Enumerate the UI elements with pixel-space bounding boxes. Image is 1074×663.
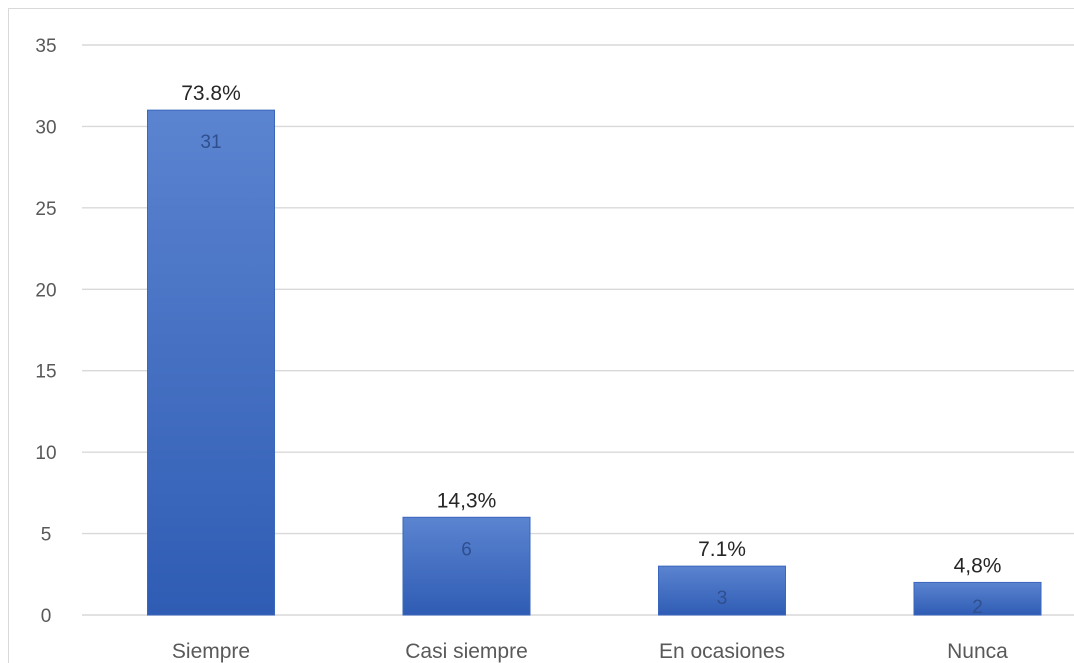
percent-label: 7.1%: [698, 538, 746, 561]
percent-label: 4,8%: [954, 554, 1002, 577]
y-tick-label: 25: [35, 199, 56, 220]
value-label: 3: [717, 588, 728, 609]
category-label: Siempre: [172, 640, 250, 663]
category-label: Nunca: [947, 640, 1008, 663]
bar: [658, 565, 786, 616]
y-tick-label: 30: [35, 117, 56, 138]
percent-label: 14,3%: [437, 489, 497, 512]
bar: [147, 109, 275, 616]
y-tick-label: 10: [35, 443, 56, 464]
category-label: Casi siempre: [405, 640, 528, 663]
category-label: En ocasiones: [659, 640, 785, 663]
y-tick-label: 35: [35, 36, 56, 57]
y-tick-label: 5: [41, 525, 52, 546]
value-label: 31: [200, 132, 221, 153]
value-label: 6: [461, 539, 472, 560]
value-label: 2: [972, 597, 983, 618]
y-tick-label: 0: [41, 606, 52, 627]
y-tick-label: 20: [35, 280, 56, 301]
bar: [913, 581, 1042, 616]
percent-label: 73.8%: [181, 82, 241, 105]
chart-frame: [8, 8, 1074, 663]
bar: [402, 516, 531, 616]
y-tick-label: 15: [35, 362, 56, 383]
